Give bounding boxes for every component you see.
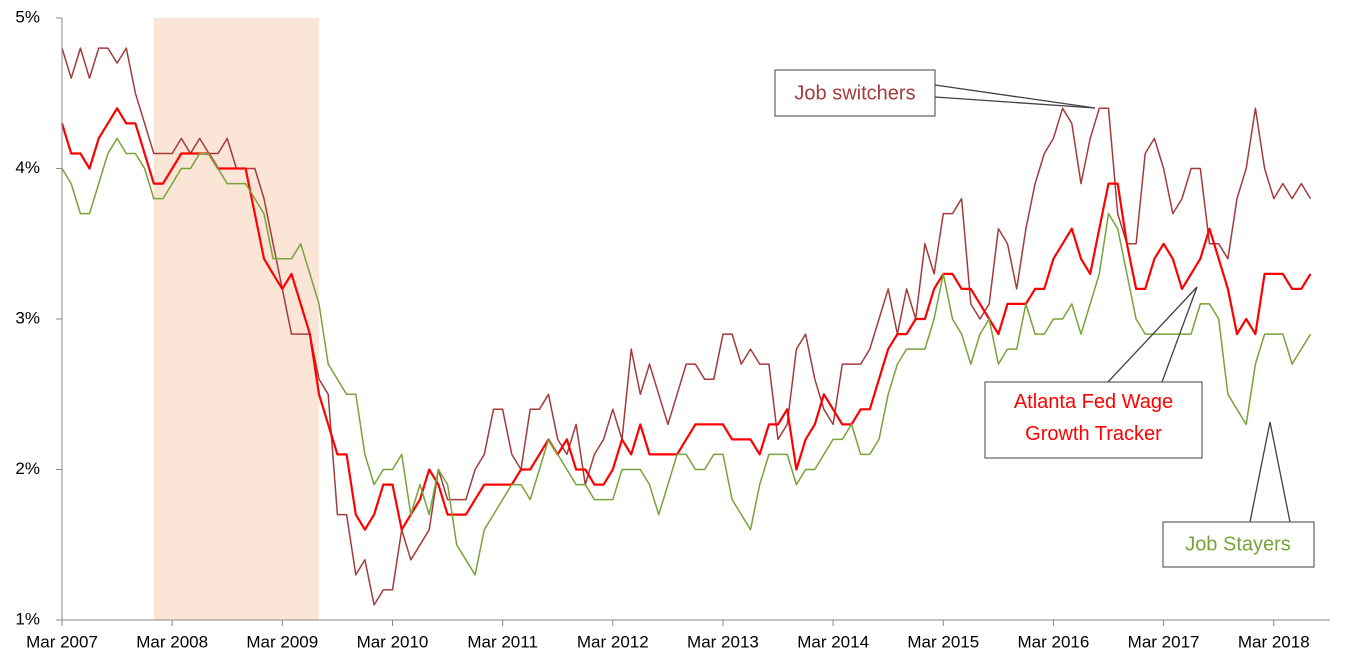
x-tick-label: Mar 2012 <box>577 632 649 651</box>
connector <box>1107 286 1198 383</box>
x-tick-label: Mar 2018 <box>1238 632 1310 651</box>
y-tick-label: 3% <box>15 308 40 327</box>
connector <box>934 84 1096 109</box>
x-tick-label: Mar 2013 <box>687 632 759 651</box>
recession-shade <box>154 18 319 620</box>
annotation-box <box>1162 521 1315 568</box>
x-tick-label: Mar 2007 <box>26 632 98 651</box>
y-tick-label: 2% <box>15 459 40 478</box>
x-tick-label: Mar 2015 <box>907 632 979 651</box>
y-tick-label: 1% <box>15 609 40 628</box>
series-line <box>61 47 1312 606</box>
y-tick-label: 5% <box>15 7 40 26</box>
x-tick-label: Mar 2008 <box>136 632 208 651</box>
annotation-box <box>774 69 936 117</box>
x-tick-label: Mar 2017 <box>1128 632 1200 651</box>
annotation-box <box>984 381 1203 459</box>
connector <box>1249 421 1291 523</box>
y-tick-label: 4% <box>15 158 40 177</box>
x-tick-label: Mar 2010 <box>357 632 429 651</box>
connector <box>1161 286 1198 383</box>
annotation-label: Atlanta Fed Wage Growth Tracker <box>1013 391 1174 445</box>
x-tick-label: Mar 2009 <box>246 632 318 651</box>
x-tick-label: Mar 2011 <box>467 632 538 651</box>
series-line <box>60 107 1312 531</box>
annotation-wrap: Atlanta Fed Wage Growth Tracker <box>1013 391 1174 445</box>
connector <box>934 96 1096 109</box>
x-tick-label: Mar 2014 <box>797 632 869 651</box>
series-line <box>61 137 1312 576</box>
annotations: Job switchers Atlanta Fed Wage Growth Tr… <box>774 69 1315 568</box>
x-tick-label: Mar 2016 <box>1018 632 1090 651</box>
annotation-label: Job Stayers <box>1185 533 1291 555</box>
annotation-label: Job switchers <box>794 82 915 104</box>
